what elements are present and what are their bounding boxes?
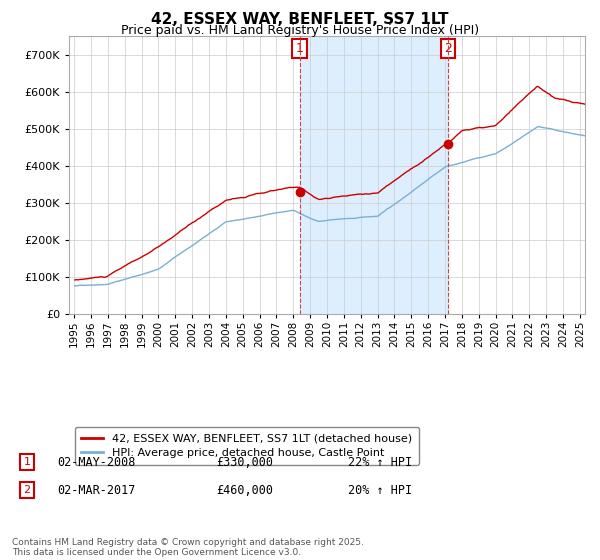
Text: Price paid vs. HM Land Registry's House Price Index (HPI): Price paid vs. HM Land Registry's House … [121,24,479,37]
Text: 1: 1 [23,457,31,467]
Text: 20% ↑ HPI: 20% ↑ HPI [348,483,412,497]
Text: 2: 2 [23,485,31,495]
Bar [299,36,448,314]
Text: £330,000: £330,000 [216,455,273,469]
Text: 42, ESSEX WAY, BENFLEET, SS7 1LT: 42, ESSEX WAY, BENFLEET, SS7 1LT [151,12,449,27]
Text: 02-MAY-2008: 02-MAY-2008 [57,455,136,469]
Text: Contains HM Land Registry data © Crown copyright and database right 2025.
This d: Contains HM Land Registry data © Crown c… [12,538,364,557]
Text: £460,000: £460,000 [216,483,273,497]
Text: 02-MAR-2017: 02-MAR-2017 [57,483,136,497]
Text: 22% ↑ HPI: 22% ↑ HPI [348,455,412,469]
Text: 1: 1 [296,42,304,55]
Text: 2: 2 [444,42,452,55]
Legend: 42, ESSEX WAY, BENFLEET, SS7 1LT (detached house), HPI: Average price, detached : 42, ESSEX WAY, BENFLEET, SS7 1LT (detach… [74,427,419,465]
